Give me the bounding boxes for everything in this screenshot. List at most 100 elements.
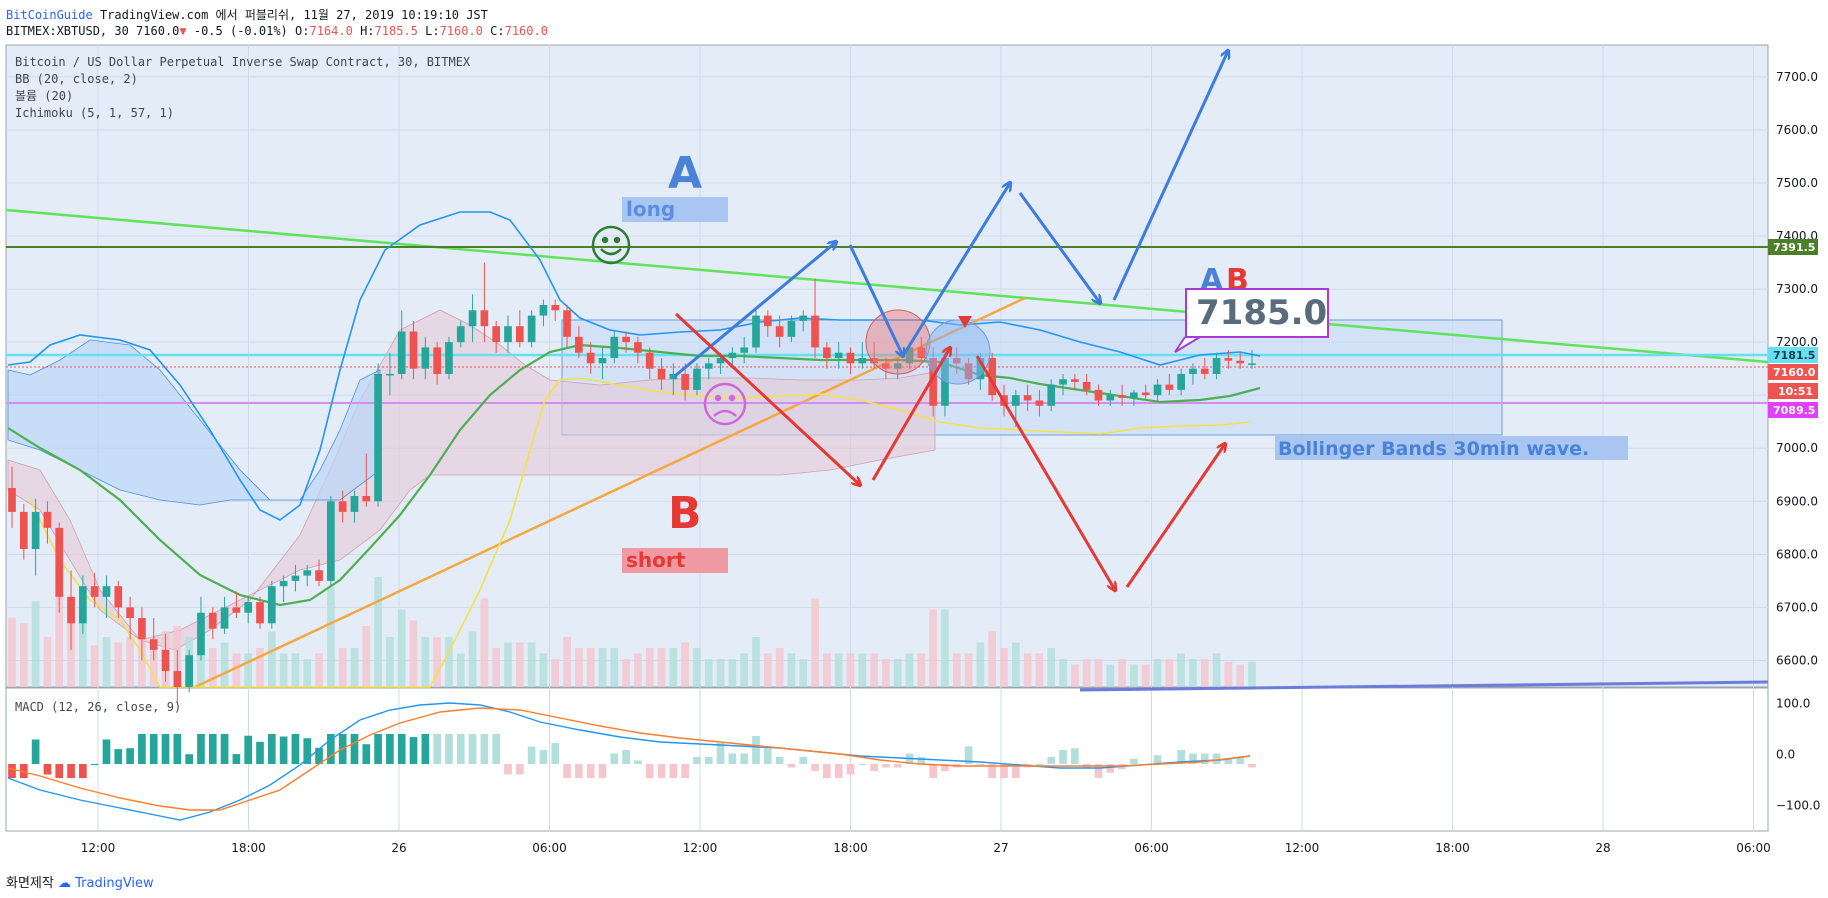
- volume-bar: [1059, 659, 1067, 687]
- macd-histogram: [8, 734, 1256, 778]
- candle-down: [622, 336, 630, 343]
- legend-volume[interactable]: 볼륨 (20): [15, 89, 73, 103]
- price-callout-box[interactable]: [1185, 288, 1329, 338]
- volume-bar: [1082, 659, 1091, 687]
- tradingview-link[interactable]: TradingView: [75, 876, 154, 891]
- candle-up: [905, 347, 914, 364]
- volume-bar: [823, 653, 831, 687]
- volume-bar: [397, 609, 406, 687]
- time-axis[interactable]: 12:00 18:00 26 06:00 12:00 18:00 27 06:00 12:00 1…: [81, 841, 1771, 855]
- candle-up: [445, 342, 453, 374]
- candle-down: [1023, 395, 1032, 401]
- macd-axis[interactable]: 100.0 0.0 −100.0: [1776, 696, 1820, 812]
- countdown-text: 10:51: [1778, 385, 1813, 398]
- candle-down: [114, 586, 123, 608]
- candle-up: [527, 315, 536, 343]
- macd-hist-bar: [149, 734, 158, 764]
- short-box[interactable]: [622, 548, 728, 573]
- green-trendline[interactable]: [5, 208, 1769, 364]
- volume-bar: [1094, 659, 1103, 687]
- candle-up: [669, 373, 678, 380]
- price-callout-text: 7185.0: [1196, 293, 1327, 333]
- bb-basis: [7, 343, 1261, 607]
- level-magenta-tag: [1768, 402, 1818, 418]
- volume-bar: [669, 648, 678, 687]
- label-b[interactable]: B: [668, 488, 702, 539]
- macd-hist-bar: [1071, 748, 1079, 764]
- macd-hist-bar: [1177, 750, 1185, 764]
- macd-hist-bar: [291, 734, 300, 764]
- macd-hist-bar: [362, 744, 371, 764]
- candlestick-series: [8, 262, 1256, 703]
- orange-trendline[interactable]: [194, 296, 1026, 689]
- macd-hist-bar: [728, 753, 737, 764]
- low-value: 7160.0: [439, 24, 483, 38]
- candle-up: [728, 352, 737, 359]
- macd-hist-bar: [893, 764, 902, 768]
- x-tick-label: 12:00: [81, 841, 116, 855]
- volume-bar: [905, 653, 914, 687]
- candle-up: [244, 602, 253, 613]
- macd-hist-bar: [1224, 758, 1233, 764]
- legend-bb[interactable]: BB (20, close, 2): [15, 72, 138, 86]
- candle-up: [1212, 358, 1221, 374]
- label-a[interactable]: A: [668, 148, 702, 199]
- blue-bottom-trendline[interactable]: [1079, 680, 1769, 692]
- legend-title: Bitcoin / US Dollar Perpetual Inverse Sw…: [15, 55, 471, 69]
- candle-up: [1189, 368, 1197, 374]
- macd-hist-bar: [681, 764, 689, 778]
- candle-up: [291, 575, 300, 581]
- volume-bar: [468, 631, 477, 687]
- macd-hist-bar: [397, 734, 406, 764]
- volume-bar: [1023, 653, 1032, 687]
- candle-down: [1118, 395, 1126, 398]
- x-tick-label: 06:00: [1134, 841, 1169, 855]
- brand-link[interactable]: BitCoinGuide: [6, 8, 93, 22]
- macd-hist-bar: [102, 739, 111, 764]
- candle-down: [1035, 400, 1044, 406]
- candle-down: [645, 352, 654, 369]
- candle-down: [126, 607, 134, 619]
- candle-down: [90, 586, 99, 597]
- macd-hist-bar: [799, 757, 808, 764]
- volume-bar: [350, 648, 359, 687]
- candle-down: [409, 331, 418, 369]
- candle-down: [811, 315, 819, 348]
- candle-down: [55, 527, 64, 597]
- candle-down: [1236, 360, 1245, 364]
- macd-hist-bar: [563, 764, 571, 778]
- volume-bar: [704, 659, 713, 687]
- candle-up: [610, 336, 619, 359]
- volume-bar: [539, 653, 548, 687]
- volume-bar: [279, 653, 288, 687]
- candle-down: [515, 326, 524, 343]
- candle-up: [79, 586, 87, 624]
- candle-up: [740, 347, 749, 353]
- volume-bar: [763, 653, 772, 687]
- candle-up: [456, 326, 465, 343]
- candle-down: [161, 649, 170, 672]
- volume-bar: [1224, 661, 1233, 687]
- macd-pane[interactable]: [5, 687, 1769, 832]
- x-tick-label: 18:00: [833, 841, 868, 855]
- macd-hist-bar: [504, 764, 512, 775]
- candle-up: [327, 501, 335, 581]
- long-box[interactable]: [622, 197, 728, 222]
- volume-bar: [882, 659, 890, 687]
- volume-bar: [1118, 659, 1126, 687]
- bb-note-box[interactable]: [1275, 436, 1628, 460]
- volume-bar: [31, 601, 40, 687]
- candle-down: [763, 315, 772, 327]
- macd-hist-bar: [386, 734, 394, 764]
- macd-hist-bar: [657, 764, 666, 778]
- candle-down: [8, 488, 16, 512]
- legend-ichimoku[interactable]: Ichimoku (5, 1, 57, 1): [15, 106, 174, 120]
- candle-down: [988, 358, 997, 396]
- macd-hist-bar: [433, 734, 441, 764]
- macd-hist-bar: [527, 746, 536, 764]
- macd-tick-label: −100.0: [1776, 798, 1820, 812]
- legend-macd[interactable]: MACD (12, 26, close, 9): [15, 700, 181, 714]
- candle-up: [102, 586, 111, 597]
- candle-up: [704, 363, 713, 369]
